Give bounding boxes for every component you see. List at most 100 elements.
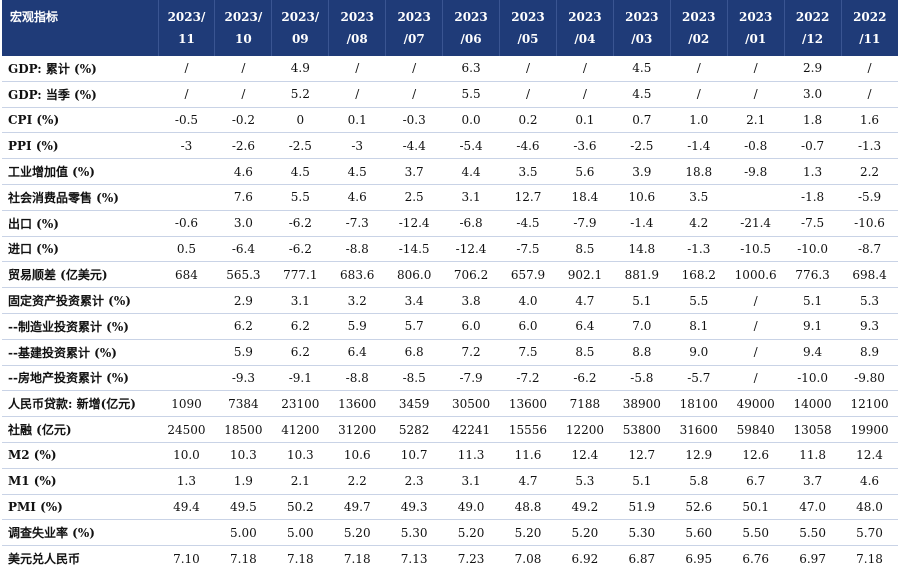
table-cell: 6.0	[499, 313, 557, 340]
table-cell: -10.0	[784, 365, 842, 392]
table-cell: -0.6	[158, 210, 215, 237]
table-cell: 684	[158, 261, 215, 289]
table-cell: 49.3	[385, 494, 443, 521]
table-cell: 10.6	[613, 184, 671, 211]
table-cell: 5.7	[385, 313, 443, 340]
table-cell: 50.2	[271, 494, 329, 521]
table-cell: /	[727, 339, 785, 366]
table-cell: -3	[158, 132, 215, 160]
header-period-year: 2023	[682, 10, 716, 24]
table-cell: 902.1	[556, 261, 614, 289]
table-cell	[158, 365, 215, 392]
table-cell: 31600	[670, 416, 728, 443]
table-cell: 5.3	[841, 287, 898, 314]
table-cell: /	[841, 56, 898, 82]
header-period-year: 2023/	[167, 10, 206, 24]
table-cell: 5.1	[613, 287, 671, 314]
table-cell: -5.8	[613, 365, 671, 392]
table-cell: 5.30	[385, 519, 443, 547]
table-cell: 23100	[271, 390, 329, 418]
table-cell: 10.3	[214, 442, 272, 469]
table-cell: 7.18	[343, 551, 371, 566]
header-period-month: /07	[403, 32, 425, 46]
row-label: 社融 (亿元)	[2, 416, 158, 443]
table-cell: -4.6	[499, 132, 557, 160]
table-cell: -3	[328, 132, 386, 160]
table-cell: 9.0	[670, 339, 728, 366]
table-cell: 5282	[385, 416, 443, 443]
table-cell: 7.0	[613, 313, 671, 340]
row-label: 社会消费品零售 (%)	[2, 184, 158, 211]
table-cell: 6.4	[556, 313, 614, 340]
table-cell: 4.0	[499, 287, 557, 314]
table-cell: -4.4	[385, 132, 443, 160]
table-cell: -2.5	[613, 132, 671, 160]
row-label: --制造业投资累计 (%)	[2, 313, 158, 340]
table-cell: 7.5	[499, 339, 557, 366]
table-cell: 5.1	[613, 468, 671, 495]
table-cell: 881.9	[613, 261, 671, 289]
row-label: 固定资产投资累计 (%)	[2, 287, 158, 314]
table-cell: 10.7	[385, 442, 443, 469]
table-cell: -7.5	[499, 236, 557, 263]
table-cell: 168.2	[670, 261, 728, 289]
table-cell: 13600	[499, 390, 557, 418]
table-cell: 2.2	[328, 468, 386, 495]
table-cell: 8.9	[841, 339, 898, 366]
header-period: 2023/03	[612, 0, 671, 56]
table-cell: 5.9	[214, 339, 272, 366]
table-cell	[158, 158, 215, 185]
table-cell: -1.3	[670, 236, 728, 263]
table-cell: -1.4	[670, 132, 728, 160]
table-cell: 6.3	[442, 56, 500, 82]
header-period: 2023/10	[214, 0, 272, 56]
table-cell: -2.5	[271, 132, 329, 160]
table-cell: -0.2	[214, 107, 272, 134]
table-cell: 3.4	[385, 287, 443, 314]
table-cell: 4.5	[271, 158, 329, 185]
table-row: 固定资产投资累计 (%) 2.9 3.1 3.2 3.4 3.8 4.0 4.7 5.1 5.5/…	[2, 287, 898, 314]
table-cell: 3.7	[385, 158, 443, 185]
table-cell: 5.00	[214, 519, 272, 547]
header-period-year: 2023	[511, 10, 545, 24]
table-cell: 12.9	[670, 442, 728, 469]
table-cell: 10.0	[158, 442, 215, 469]
row-label: GDP: 累计 (%)	[2, 56, 158, 82]
table-cell: /	[214, 56, 272, 82]
table-cell: 5.5	[442, 81, 500, 108]
table-cell: 3.8	[442, 287, 500, 314]
table-cell: 6.87	[628, 551, 656, 566]
table-cell	[727, 184, 785, 211]
row-label: 进口 (%)	[2, 236, 158, 263]
table-cell: 3.1	[442, 184, 500, 211]
header-period-year: 2022	[853, 10, 887, 24]
table-cell: 3.9	[613, 158, 671, 185]
header-period-month: /04	[574, 32, 596, 46]
table-cell: 11.8	[784, 442, 842, 469]
table-row: PMI (%) 49.4 49.5 50.2 49.7 49.3 49.0 48.8 49.2 5…	[2, 494, 898, 521]
table-cell: 3.0	[784, 81, 842, 108]
table-cell: 4.5	[613, 81, 671, 108]
table-cell: 50.1	[727, 494, 785, 521]
table-cell: -7.9	[556, 210, 614, 237]
header-period-year: 2022	[795, 10, 830, 24]
row-label: 美元兑人民币	[8, 552, 81, 567]
table-cell: 7.18	[856, 551, 883, 566]
table-cell: 1.8	[784, 107, 842, 134]
header-period-year: 2023/	[224, 10, 263, 24]
table-cell: 12.7	[613, 442, 671, 469]
table-cell: /	[727, 365, 785, 392]
row-label: 贸易顺差 (亿美元)	[2, 261, 158, 289]
table-cell: -1.4	[613, 210, 671, 237]
table-cell: 12100	[841, 390, 898, 418]
table-cell: 12.7	[499, 184, 557, 211]
table-cell: 706.2	[442, 261, 500, 289]
table-cell: 3.1	[442, 468, 500, 495]
table-cell: 6.92	[571, 551, 599, 566]
table-cell: 1000.6	[727, 261, 785, 289]
table-cell: 48.8	[499, 494, 557, 521]
table-cell: -0.3	[385, 107, 443, 134]
table-cell: 0	[271, 107, 329, 134]
table-row: M1 (%) 1.3 1.9 2.1 2.2 2.3 3.1 4.7 5.3 5.1 5.8 6.7 3…	[2, 468, 898, 495]
table-cell: 3.5	[499, 158, 557, 185]
